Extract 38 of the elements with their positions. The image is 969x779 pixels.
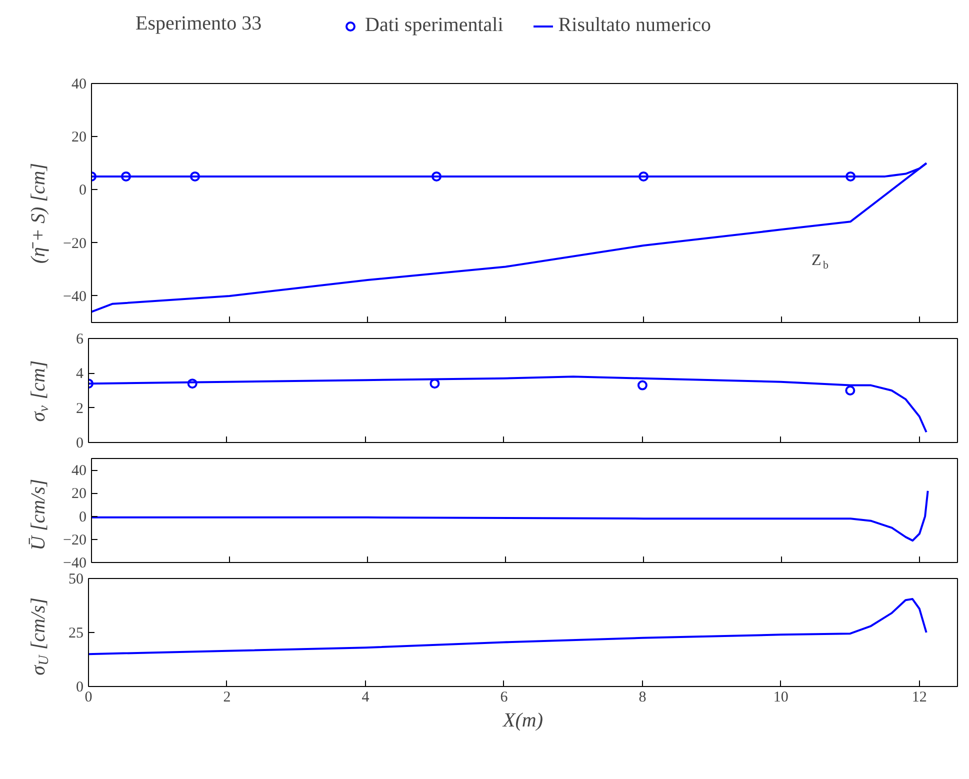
y-tick-label: 0	[79, 182, 86, 199]
y-tick-label: 6	[76, 332, 84, 348]
line-series	[88, 598, 928, 656]
y-tick-label: 2	[76, 400, 84, 417]
x-tick-label: 10	[773, 690, 788, 706]
y-tick-label: −20	[63, 236, 87, 252]
y-tick-label: 0	[76, 436, 84, 452]
y-axis-title: σU [cm/s]	[28, 597, 52, 676]
y-tick-label: 40	[72, 76, 86, 92]
y-tick-label: −20	[63, 532, 87, 548]
line-series	[88, 376, 928, 434]
y-axis-title: σv [cm]	[28, 360, 52, 422]
legend-label: Risultato numerico	[558, 14, 712, 37]
y-tick-label: 20	[72, 130, 86, 146]
x-tick-label: 4	[362, 690, 370, 706]
y-axis-title: (η̄ + S) [cm]	[28, 162, 50, 264]
x-tick-label: 6	[500, 690, 508, 706]
point	[187, 378, 198, 389]
legend-title: Esperimento 33	[136, 12, 262, 34]
legend-label: Dati sperimentali	[365, 14, 504, 37]
y-tick-label: 50	[68, 572, 84, 588]
x-tick-label: 12	[912, 690, 927, 706]
x-tick-label: 2	[223, 690, 231, 706]
y-tick-label: 0	[79, 509, 86, 526]
y-tick-label: −40	[63, 556, 87, 572]
y-tick-label: 4	[76, 366, 84, 382]
x-axis-title: X(m)	[502, 710, 544, 732]
point	[845, 386, 856, 396]
y-tick-label: 20	[72, 486, 86, 502]
y-tick-label: 40	[72, 463, 86, 480]
line-series	[92, 490, 929, 542]
y-tick-label: 0	[76, 680, 84, 696]
y-tick-label: −40	[63, 288, 87, 305]
y-axis-title: Ū [cm/s]	[28, 478, 50, 550]
x-tick-label: 8	[638, 690, 646, 706]
y-tick-label: 25	[68, 626, 84, 642]
point	[430, 378, 440, 389]
point	[637, 380, 648, 390]
